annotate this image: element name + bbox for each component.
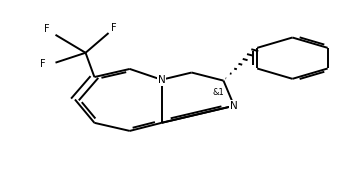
Text: N: N (158, 75, 165, 85)
Text: F: F (44, 24, 49, 34)
Text: F: F (111, 23, 117, 33)
Text: F: F (40, 59, 45, 69)
Text: N: N (230, 101, 238, 111)
Text: &1: &1 (213, 88, 225, 97)
